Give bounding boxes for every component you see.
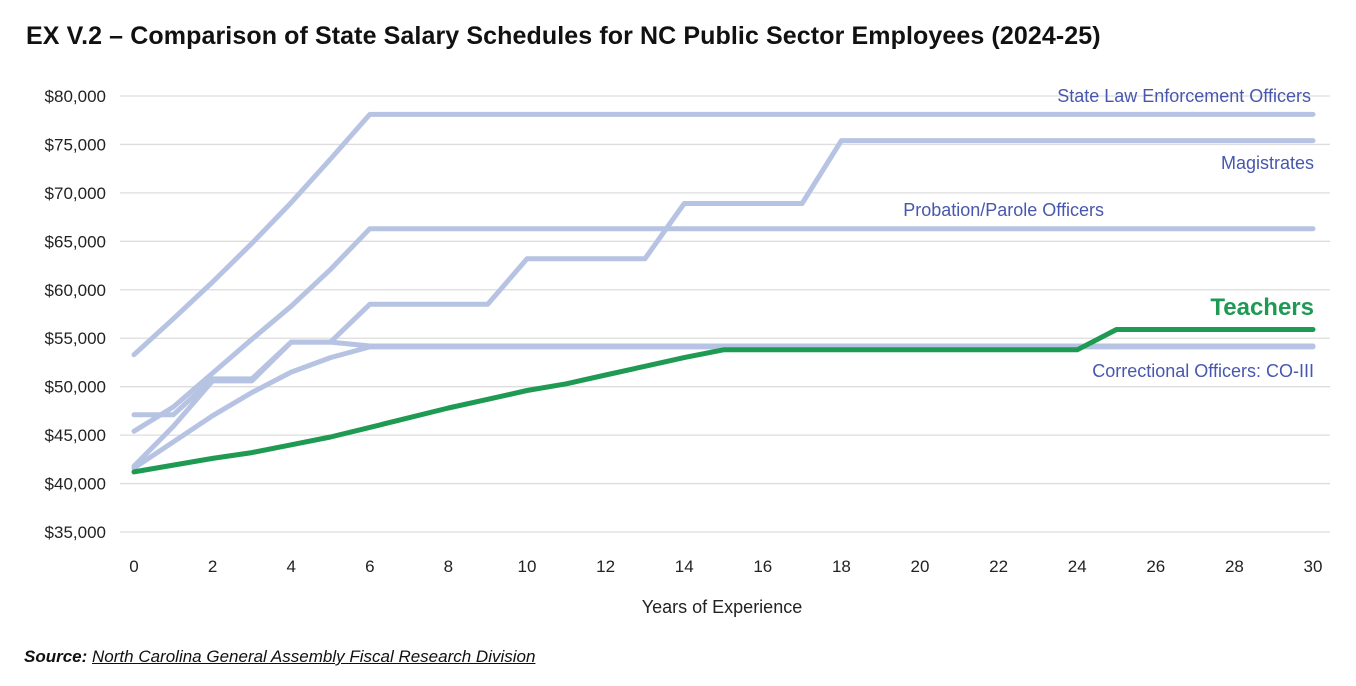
series-annotation-label: Correctional Officers: CO-III xyxy=(1092,361,1314,381)
x-tick-label: 18 xyxy=(832,557,851,576)
x-tick-label: 24 xyxy=(1068,557,1087,576)
source-link[interactable]: North Carolina General Assembly Fiscal R… xyxy=(92,647,536,666)
series-line-magistrates xyxy=(131,138,1316,469)
source-label: Source: xyxy=(24,647,88,666)
y-tick-label: $80,000 xyxy=(45,87,106,106)
x-tick-label: 0 xyxy=(129,557,138,576)
x-tick-label: 12 xyxy=(596,557,615,576)
x-tick-label: 30 xyxy=(1304,557,1323,576)
series-line-correctional-officers-co-iii xyxy=(131,344,1316,471)
x-tick-label: 16 xyxy=(753,557,772,576)
x-tick-label: 26 xyxy=(1146,557,1165,576)
y-tick-label: $35,000 xyxy=(45,523,106,542)
x-tick-label: 14 xyxy=(675,557,694,576)
x-tick-label: 20 xyxy=(911,557,930,576)
y-tick-label: $60,000 xyxy=(45,281,106,300)
series-annotation-label: Magistrates xyxy=(1221,153,1314,173)
series-line-probation-parole-officers xyxy=(131,226,1316,434)
series-annotation-label: Probation/Parole Officers xyxy=(903,200,1104,220)
y-tick-label: $75,000 xyxy=(45,135,106,154)
series-annotation-label: Teachers xyxy=(1210,294,1314,321)
chart-title: EX V.2 – Comparison of State Salary Sche… xyxy=(26,22,1101,50)
y-tick-label: $65,000 xyxy=(45,232,106,251)
x-tick-label: 2 xyxy=(208,557,217,576)
x-tick-label: 6 xyxy=(365,557,374,576)
x-tick-label: 22 xyxy=(989,557,1008,576)
source-note: Source: North Carolina General Assembly … xyxy=(24,647,535,667)
x-tick-label: 28 xyxy=(1225,557,1244,576)
y-tick-label: $40,000 xyxy=(45,475,106,494)
series-annotation-label: State Law Enforcement Officers xyxy=(1057,86,1311,106)
x-tick-label: 8 xyxy=(444,557,453,576)
x-axis-label: Years of Experience xyxy=(642,597,802,617)
series-line-state-law-enforcement-officers xyxy=(131,111,1316,358)
x-tick-label: 4 xyxy=(286,557,295,576)
y-tick-label: $55,000 xyxy=(45,329,106,348)
x-tick-label: 10 xyxy=(518,557,537,576)
salary-line-chart: $35,000 $40,000 $45,000 $50,000 $55,000 $60,0… xyxy=(45,86,1330,617)
series-line-correctional-officers-co-iii xyxy=(131,339,1316,418)
series-line-teachers xyxy=(131,327,1316,475)
y-tick-label: $50,000 xyxy=(45,378,106,397)
y-tick-label: $45,000 xyxy=(45,426,106,445)
y-tick-label: $70,000 xyxy=(45,184,106,203)
